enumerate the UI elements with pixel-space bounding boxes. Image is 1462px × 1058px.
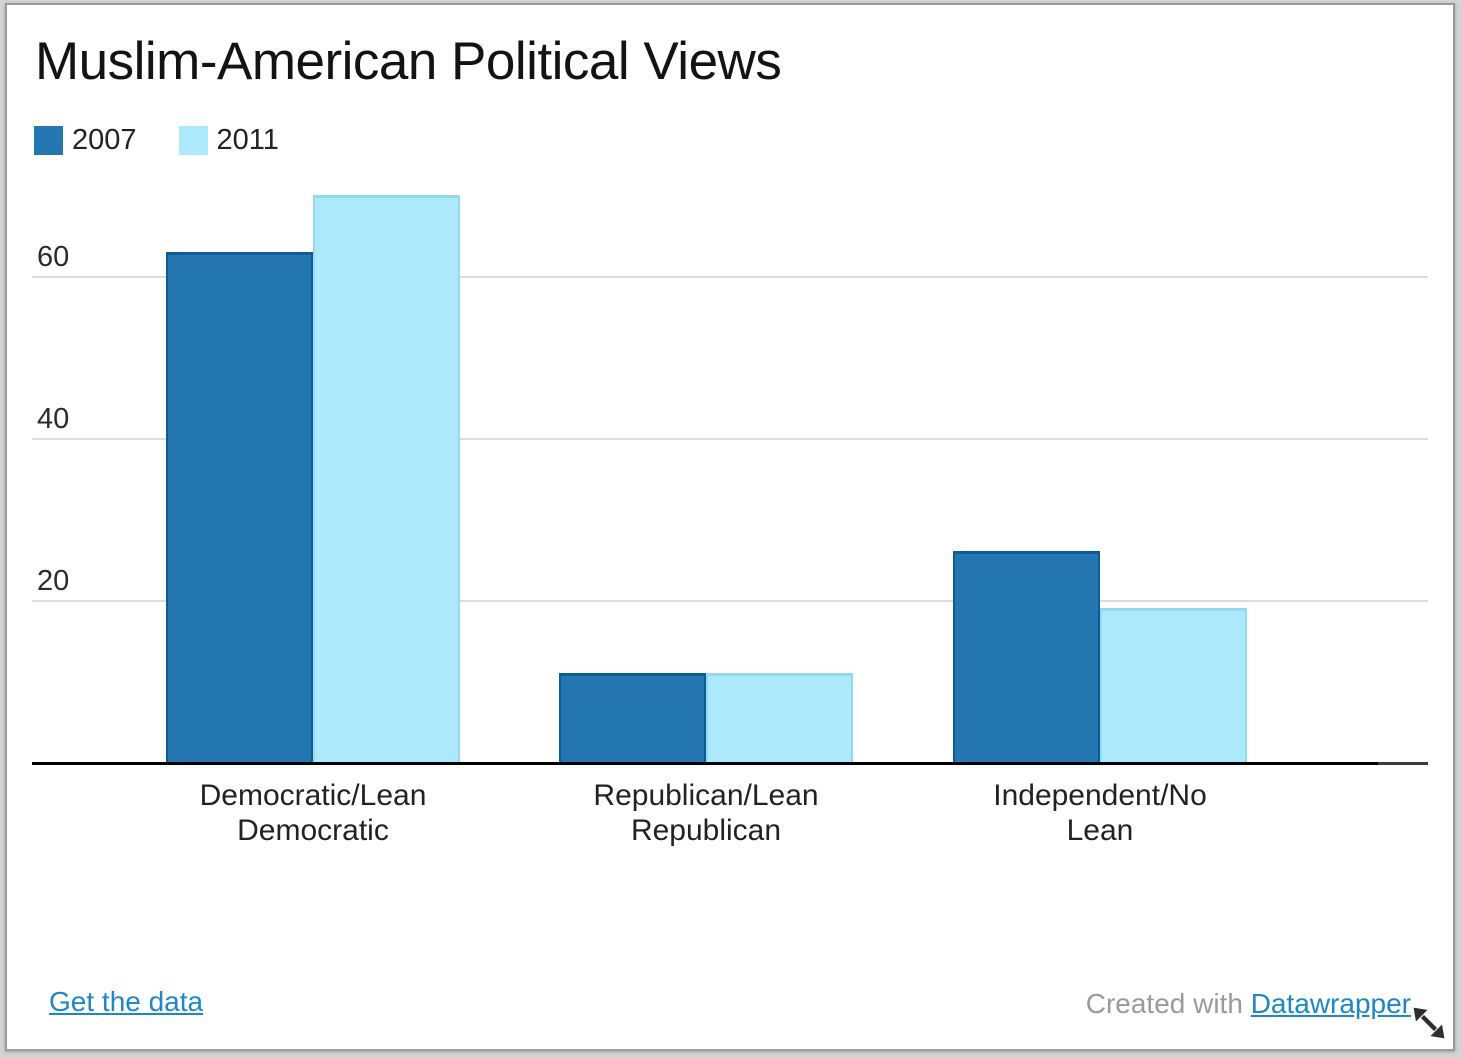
datawrapper-link[interactable]: Datawrapper xyxy=(1250,988,1411,1019)
y-axis-tick-label: 60 xyxy=(37,241,70,273)
bar-2011-0 xyxy=(313,195,460,762)
x-axis-category-label: Democratic/Lean Democratic xyxy=(183,778,443,848)
bar-2007-0 xyxy=(166,251,313,762)
y-axis-tick-label: 20 xyxy=(37,565,70,597)
category-label-line: Democratic xyxy=(237,814,389,847)
legend-item-2007: 2007 xyxy=(34,124,137,157)
x-axis-category-label: Republican/Lean Republican xyxy=(576,778,836,848)
category-label-line: Republican/Lean xyxy=(593,779,819,812)
chart-title: Muslim-American Political Views xyxy=(35,32,782,91)
bar-chart: 20 40 60 Democratic/Lean Democratic Republica… xyxy=(7,5,1453,1049)
legend: 2007 2011 xyxy=(34,124,279,157)
y-gridline xyxy=(32,600,1428,602)
y-gridline xyxy=(32,276,1428,278)
bar-2011-1 xyxy=(706,672,853,762)
category-label-line: Democratic/Lean xyxy=(199,779,427,812)
chart-card: Muslim-American Political Views 2007 2011… xyxy=(5,3,1455,1051)
get-the-data-link[interactable]: Get the data xyxy=(49,986,204,1017)
legend-label: 2007 xyxy=(72,124,137,156)
credit-line: Created with Datawrapper xyxy=(1086,988,1411,1020)
legend-item-2011: 2011 xyxy=(178,124,279,157)
legend-swatch-icon xyxy=(34,126,63,155)
x-axis-category-label: Independent/No Lean xyxy=(970,778,1230,848)
bar-2007-2 xyxy=(953,551,1100,762)
credit-text: Created with xyxy=(1085,988,1251,1019)
x-axis-line-tail xyxy=(1378,762,1428,765)
bar-2007-1 xyxy=(559,672,706,762)
category-label-line: Republican xyxy=(630,814,782,847)
legend-swatch-icon xyxy=(178,126,208,155)
category-label-line: Independent/No xyxy=(993,779,1207,812)
bar-2011-2 xyxy=(1100,608,1247,762)
y-axis-tick-label: 40 xyxy=(37,403,70,435)
y-gridline xyxy=(32,438,1428,440)
x-axis-line xyxy=(32,762,1378,765)
legend-label: 2011 xyxy=(216,124,279,156)
category-label-line: Lean xyxy=(1066,814,1134,847)
